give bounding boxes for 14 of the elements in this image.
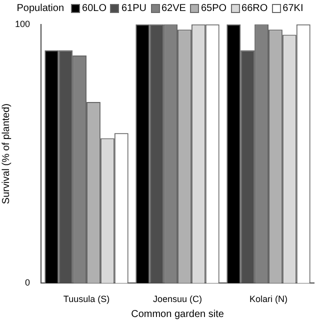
x-tick-label: Kolari (N) [249,294,288,304]
y-tick-label: 100 [14,18,30,29]
legend-label: 61PU [121,2,146,14]
y-axis-title: Survival (% of planted) [0,103,12,204]
series-label: 67KI [282,2,304,14]
x-tick-label: Joensuu (C) [152,294,202,304]
legend-title: Population [16,2,64,14]
legend-label: 60LO [82,2,106,14]
legend-label: 66RO [242,2,268,14]
x-tick-label: Tuusula (S) [63,294,110,304]
legend-label: 65PO [200,2,227,14]
x-axis-title: Common garden site [131,308,224,320]
y-tick-label: 0 [25,278,30,288]
legend-label: 62VE [162,2,186,14]
